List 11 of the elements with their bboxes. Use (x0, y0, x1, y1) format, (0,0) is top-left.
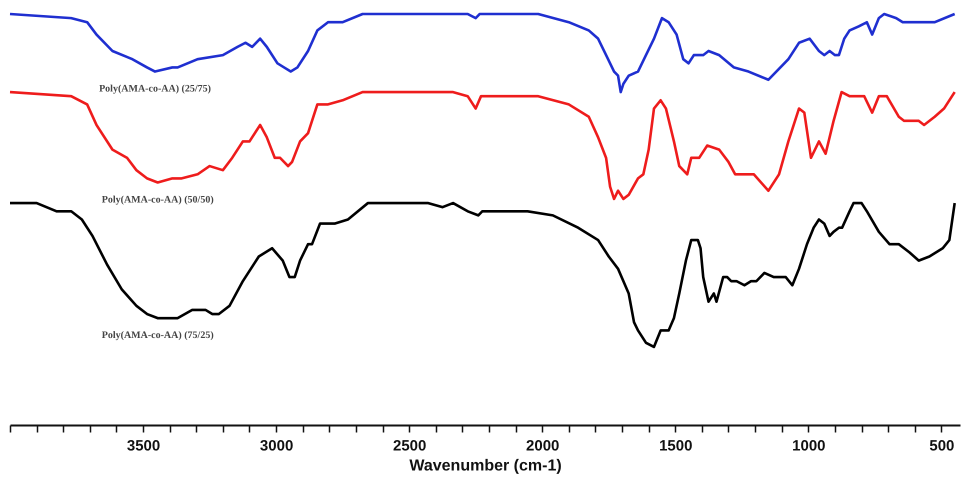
series-label: Poly(AMA-co-AA) (25/75) (99, 84, 211, 95)
x-axis-title: Wavenumber (cm-1) (409, 458, 562, 474)
x-tick-label: 2000 (526, 438, 560, 454)
series-label: Poly(AMA-co-AA) (50/50) (102, 194, 214, 206)
series-label: Poly(AMA-co-AA) (75/25) (102, 330, 214, 342)
x-tick-label: 1000 (792, 438, 826, 454)
x-tick-label: 2500 (392, 438, 426, 454)
x-tick-label: 3500 (126, 438, 160, 454)
x-tick-label: 500 (929, 438, 954, 454)
x-tick-label: 1500 (659, 438, 692, 454)
x-tick-label: 3000 (260, 438, 294, 454)
